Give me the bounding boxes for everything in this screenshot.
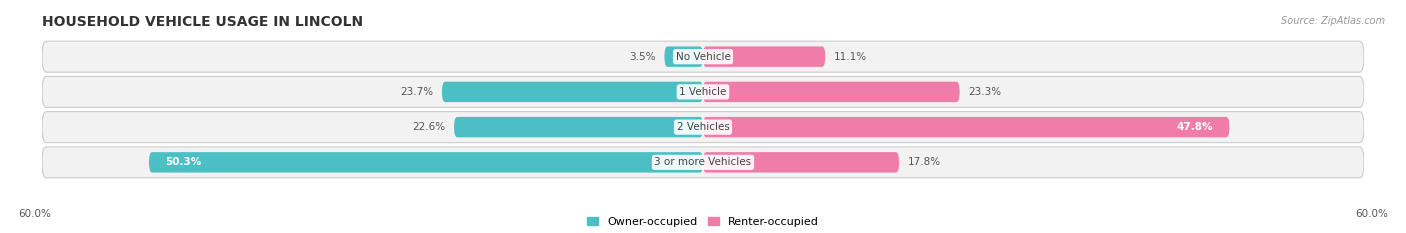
Text: Source: ZipAtlas.com: Source: ZipAtlas.com bbox=[1281, 16, 1385, 26]
Text: 1 Vehicle: 1 Vehicle bbox=[679, 87, 727, 97]
Text: 2 Vehicles: 2 Vehicles bbox=[676, 122, 730, 132]
FancyBboxPatch shape bbox=[42, 147, 1364, 178]
Text: 17.8%: 17.8% bbox=[908, 157, 941, 167]
Text: 60.0%: 60.0% bbox=[1355, 209, 1388, 219]
FancyBboxPatch shape bbox=[703, 46, 825, 67]
Text: No Vehicle: No Vehicle bbox=[675, 52, 731, 62]
FancyBboxPatch shape bbox=[454, 117, 703, 137]
FancyBboxPatch shape bbox=[149, 152, 703, 173]
FancyBboxPatch shape bbox=[703, 117, 1229, 137]
Text: 60.0%: 60.0% bbox=[18, 209, 51, 219]
Text: HOUSEHOLD VEHICLE USAGE IN LINCOLN: HOUSEHOLD VEHICLE USAGE IN LINCOLN bbox=[42, 15, 363, 29]
FancyBboxPatch shape bbox=[703, 82, 960, 102]
FancyBboxPatch shape bbox=[42, 76, 1364, 107]
Text: 22.6%: 22.6% bbox=[412, 122, 446, 132]
Legend: Owner-occupied, Renter-occupied: Owner-occupied, Renter-occupied bbox=[582, 212, 824, 231]
Text: 23.7%: 23.7% bbox=[401, 87, 433, 97]
Text: 47.8%: 47.8% bbox=[1177, 122, 1213, 132]
FancyBboxPatch shape bbox=[42, 41, 1364, 72]
Text: 3.5%: 3.5% bbox=[628, 52, 655, 62]
FancyBboxPatch shape bbox=[665, 46, 703, 67]
Text: 50.3%: 50.3% bbox=[166, 157, 202, 167]
FancyBboxPatch shape bbox=[441, 82, 703, 102]
FancyBboxPatch shape bbox=[42, 112, 1364, 143]
FancyBboxPatch shape bbox=[703, 152, 898, 173]
Text: 23.3%: 23.3% bbox=[969, 87, 1001, 97]
Text: 11.1%: 11.1% bbox=[834, 52, 868, 62]
Text: 3 or more Vehicles: 3 or more Vehicles bbox=[654, 157, 752, 167]
